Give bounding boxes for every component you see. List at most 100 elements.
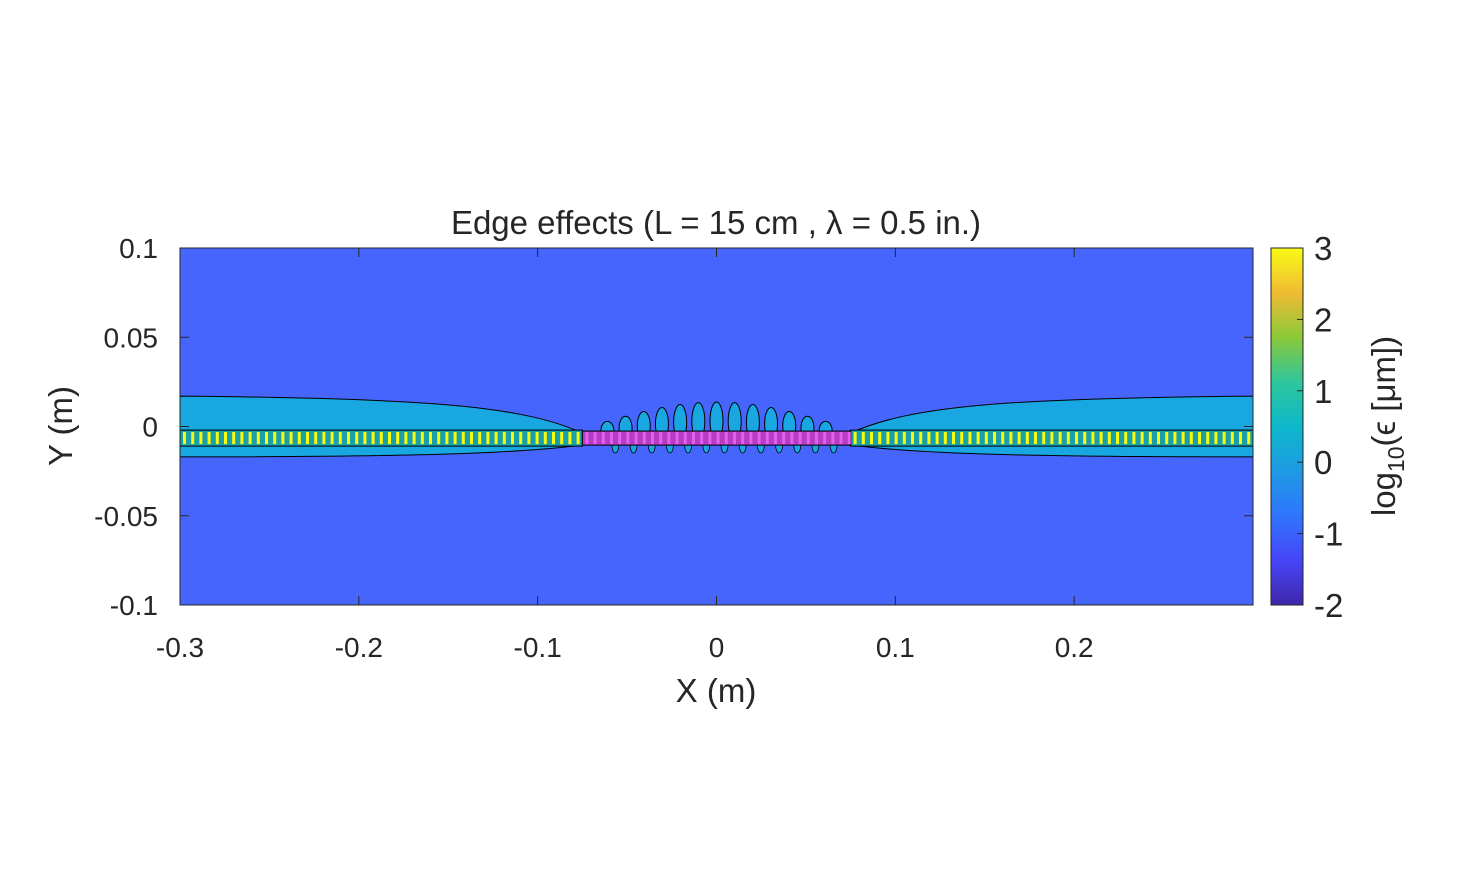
core-hotspot: [1034, 432, 1038, 445]
core-layer: [180, 429, 1253, 447]
core-hotspot: [984, 432, 988, 445]
core-hotspot: [511, 432, 514, 445]
center-hotspot: [593, 432, 597, 445]
core-hotspot: [1173, 432, 1177, 445]
core-hotspot: [993, 432, 997, 445]
core-hotspot: [330, 432, 334, 445]
x-tick-label: -0.1: [514, 632, 562, 663]
x-tick-label: 0.1: [876, 632, 915, 663]
x-tick-label: -0.3: [156, 632, 204, 663]
core-hotspot: [1017, 432, 1021, 445]
core-hotspot: [1116, 432, 1120, 445]
center-hotspot: [757, 432, 761, 445]
core-hotspot: [1001, 432, 1005, 445]
colorbar: [1270, 247, 1304, 606]
core-hotspot: [1075, 432, 1079, 445]
center-hotspot: [839, 432, 843, 445]
x-tick-label: 0: [709, 632, 725, 663]
center-hotspot: [585, 432, 589, 445]
core-band-center: [581, 430, 852, 446]
center-hotspot: [741, 432, 745, 445]
core-hotspot: [1132, 432, 1136, 445]
core-hotspot: [552, 432, 555, 445]
center-hotspot: [814, 432, 818, 445]
center-hotspot: [659, 432, 663, 445]
center-hotspot: [691, 432, 695, 445]
core-hotspot: [306, 432, 309, 445]
y-tick-label: 0: [142, 412, 158, 443]
y-tick-label: 0.1: [119, 233, 158, 264]
core-hotspot: [1025, 432, 1029, 445]
core-hotspot: [429, 432, 432, 445]
core-hotspot: [543, 432, 547, 445]
core-hotspot: [224, 432, 227, 445]
core-hotspot: [1165, 432, 1169, 445]
center-hotspot: [773, 432, 777, 445]
core-hotspot: [215, 432, 219, 445]
center-hotspot: [708, 432, 712, 445]
core-hotspot: [576, 432, 580, 445]
core-hotspot: [527, 432, 531, 445]
core-hotspot: [952, 432, 956, 445]
center-hotspot: [642, 432, 646, 445]
core-hotspot: [853, 432, 857, 445]
core-hotspot: [420, 432, 424, 445]
core-hotspot: [943, 432, 947, 445]
core-hotspot: [1239, 432, 1243, 445]
colorbar-tick-label: 1: [1314, 373, 1332, 410]
x-tick-label: 0.2: [1055, 632, 1094, 663]
x-axis-label: X (m): [676, 672, 757, 709]
core-hotspot: [911, 432, 915, 445]
core-hotspot: [519, 432, 523, 445]
x-axis: -0.3 -0.2 -0.1 0 0.1 0.2: [156, 248, 1094, 663]
center-hotspot: [650, 432, 654, 445]
center-hotspot: [790, 432, 794, 445]
core-hotspot: [535, 432, 539, 445]
center-hotspot: [700, 432, 704, 445]
colorbar-tick-label: 2: [1314, 301, 1332, 338]
core-hotspot: [1148, 432, 1152, 445]
core-hotspot: [568, 432, 572, 445]
core-hotspot: [371, 432, 375, 445]
core-hotspot: [437, 432, 441, 445]
core-hotspot: [1107, 432, 1111, 445]
core-hotspot: [886, 432, 890, 445]
core-hotspot: [412, 432, 416, 445]
core-hotspot: [1091, 432, 1095, 445]
center-hotspot: [831, 432, 835, 445]
center-hotspot: [749, 432, 753, 445]
colorbar-tick-label: 3: [1314, 230, 1332, 267]
core-hotspot: [240, 432, 244, 445]
core-hotspot: [314, 432, 318, 445]
center-hotspot: [782, 432, 786, 445]
colorbar-tick-label: -1: [1314, 516, 1343, 553]
core-hotspot: [281, 432, 285, 445]
core-hotspot: [297, 432, 301, 445]
center-hotspot: [601, 432, 605, 445]
core-hotspot: [347, 432, 350, 445]
y-axis: 0.1 0.05 0 -0.05 -0.1: [94, 233, 1253, 621]
core-hotspot: [478, 432, 482, 445]
core-hotspot: [191, 432, 195, 445]
core-hotspot: [388, 432, 391, 445]
core-hotspot: [289, 432, 293, 445]
core-hotspot: [1181, 432, 1185, 445]
core-hotspot: [919, 432, 923, 445]
core-hotspot: [248, 432, 252, 445]
center-hotspot: [798, 432, 802, 445]
core-hotspot: [1247, 432, 1251, 445]
colorbar-ticks: 3 2 1 0 -1 -2: [1297, 230, 1343, 624]
core-hotspot: [1099, 432, 1103, 445]
core-hotspot: [1189, 432, 1193, 445]
core-hotspot: [1124, 432, 1128, 445]
y-axis-label: Y (m): [42, 386, 79, 466]
core-hotspot: [1206, 432, 1210, 445]
core-hotspot: [363, 432, 367, 445]
core-hotspot: [927, 432, 931, 445]
y-tick-label: -0.1: [110, 590, 158, 621]
core-hotspot: [1230, 432, 1234, 445]
center-hotspot: [634, 432, 638, 445]
plot-area: [180, 248, 1253, 605]
core-hotspot: [453, 432, 457, 445]
